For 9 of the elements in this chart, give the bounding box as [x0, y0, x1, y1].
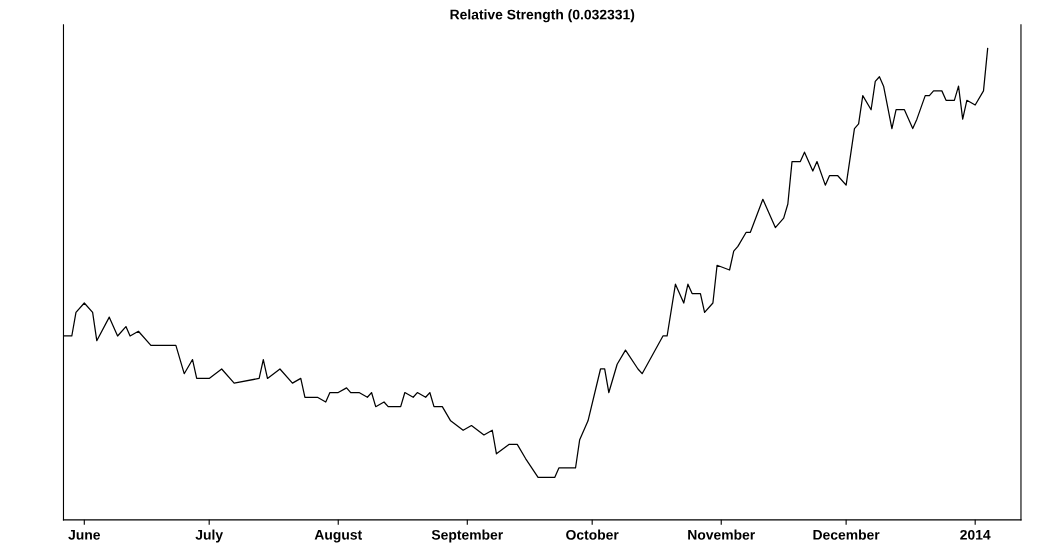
x-tick-label: October	[566, 529, 619, 540]
x-tick-label: August	[314, 529, 362, 543]
x-tick-label: June	[68, 530, 101, 540]
x-tick-label: July	[195, 529, 224, 543]
x-tick-label: September	[431, 529, 503, 543]
x-tick-label: November	[688, 529, 755, 540]
x-tick-label: 2014	[960, 529, 991, 540]
chart-title: Relative Strength (0.032331)	[450, 9, 635, 23]
x-tick-label: December	[813, 529, 880, 540]
